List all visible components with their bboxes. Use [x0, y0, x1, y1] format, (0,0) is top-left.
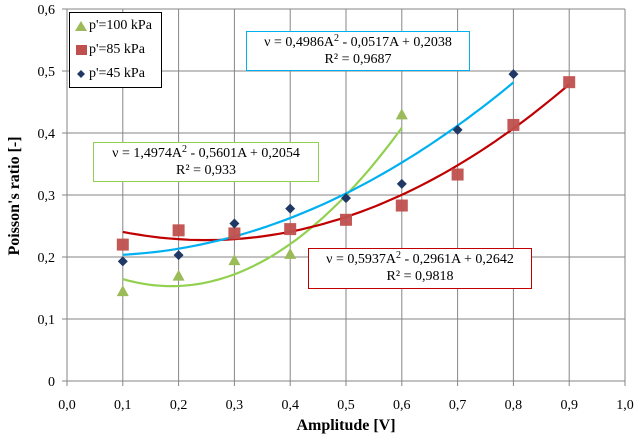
data-point-diamond — [285, 203, 296, 214]
y-tick-label: 0,2 — [38, 251, 56, 266]
legend-item-p45: p'=45 kPa — [74, 65, 145, 83]
y-tick-label: 0 — [48, 375, 55, 390]
data-point-square — [340, 213, 352, 226]
y-tick-labels: 0 0,1 0,2 0,3 0,4 0,5 0,6 — [38, 3, 56, 390]
data-point-diamond — [229, 218, 240, 229]
trendline-equation-p45: ν = 0,4986A2 - 0,0517A + 0,2038 R² = 0,9… — [246, 31, 470, 71]
r-squared-text: R² = 0,9818 — [386, 269, 454, 284]
legend-item-p100: p'=100 kPa — [74, 17, 152, 35]
x-tick-label: 0,5 — [337, 398, 355, 413]
x-tick-label: 0,9 — [560, 398, 578, 413]
equation-text: ν = 0,4986A2 - 0,0517A + 0,2038 — [264, 33, 452, 51]
data-point-diamond — [341, 193, 351, 204]
data-point-triangle — [395, 108, 408, 120]
legend-label: p'=100 kPa — [89, 18, 152, 33]
y-tick-label: 0,6 — [38, 3, 56, 18]
x-tick-label: 0,4 — [281, 398, 299, 413]
x-tick-label: 0,1 — [114, 398, 132, 413]
x-tick-label: 0,2 — [170, 398, 188, 413]
data-point-square — [451, 168, 464, 181]
data-point-square — [116, 238, 129, 251]
data-point-diamond — [173, 250, 184, 261]
trendline-equation-p85: ν = 0,5937A2 - 0,2961A + 0,2642 R² = 0,9… — [308, 248, 532, 289]
trendline-p100kpa — [122, 127, 403, 288]
x-tick-label: 0,7 — [449, 398, 467, 413]
x-axis-title: Amplitude [V] — [296, 417, 395, 434]
r-squared-text: R² = 0,9687 — [324, 52, 392, 67]
x-tick-labels: 0,0 0,1 0,2 0,3 0,4 0,5 0,6 0,7 0,8 0,9 1,0 — [58, 398, 634, 413]
trendline-equation-p100: ν = 1,4974A2 - 0,5601A + 0,2054 R² = 0,9… — [93, 142, 319, 182]
equation-text: ν = 0,5937A2 - 0,2961A + 0,2642 — [326, 250, 514, 268]
x-tick-label: 0,6 — [393, 398, 411, 413]
legend-item-p85: p'=85 kPa — [74, 41, 145, 59]
data-point-square — [395, 199, 408, 212]
data-point-square — [507, 118, 520, 131]
y-tick-label: 0,1 — [38, 313, 56, 328]
y-tick-label: 0,3 — [38, 189, 56, 204]
legend-label: p'=85 kPa — [89, 42, 145, 57]
data-point-square — [172, 224, 185, 237]
diamond-marker-icon — [77, 70, 85, 78]
data-point-triangle — [116, 285, 129, 297]
r-squared-text: R² = 0,933 — [176, 163, 236, 178]
triangle-marker-icon — [75, 21, 87, 31]
data-point-diamond — [508, 69, 519, 80]
data-point-square — [284, 223, 297, 236]
x-tick-label: 0,8 — [505, 398, 523, 413]
x-tick-label: 0,3 — [226, 398, 244, 413]
y-tick-label: 0,5 — [38, 65, 56, 80]
square-marker-icon — [76, 45, 87, 55]
equation-text: ν = 1,4974A2 - 0,5601A + 0,2054 — [112, 144, 300, 162]
data-point-diamond — [117, 256, 128, 267]
data-point-triangle — [284, 247, 297, 259]
trendline-p45kpa — [122, 81, 515, 256]
x-tick-label: 1,0 — [616, 398, 634, 413]
y-tick-label: 0,4 — [38, 127, 56, 142]
data-point-diamond — [396, 178, 407, 189]
data-points — [116, 69, 576, 297]
data-point-triangle — [228, 254, 241, 266]
data-point-square — [563, 76, 576, 89]
data-point-square — [228, 227, 241, 240]
legend-label: p'=45 kPa — [89, 66, 145, 81]
data-point-triangle — [172, 269, 185, 281]
y-axis-title: Poisson's ratio [-] — [6, 136, 23, 255]
legend: p'=100 kPa p'=85 kPa p'=45 kPa — [69, 12, 162, 88]
data-point-diamond — [452, 124, 463, 135]
x-tick-label: 0,0 — [58, 398, 76, 413]
